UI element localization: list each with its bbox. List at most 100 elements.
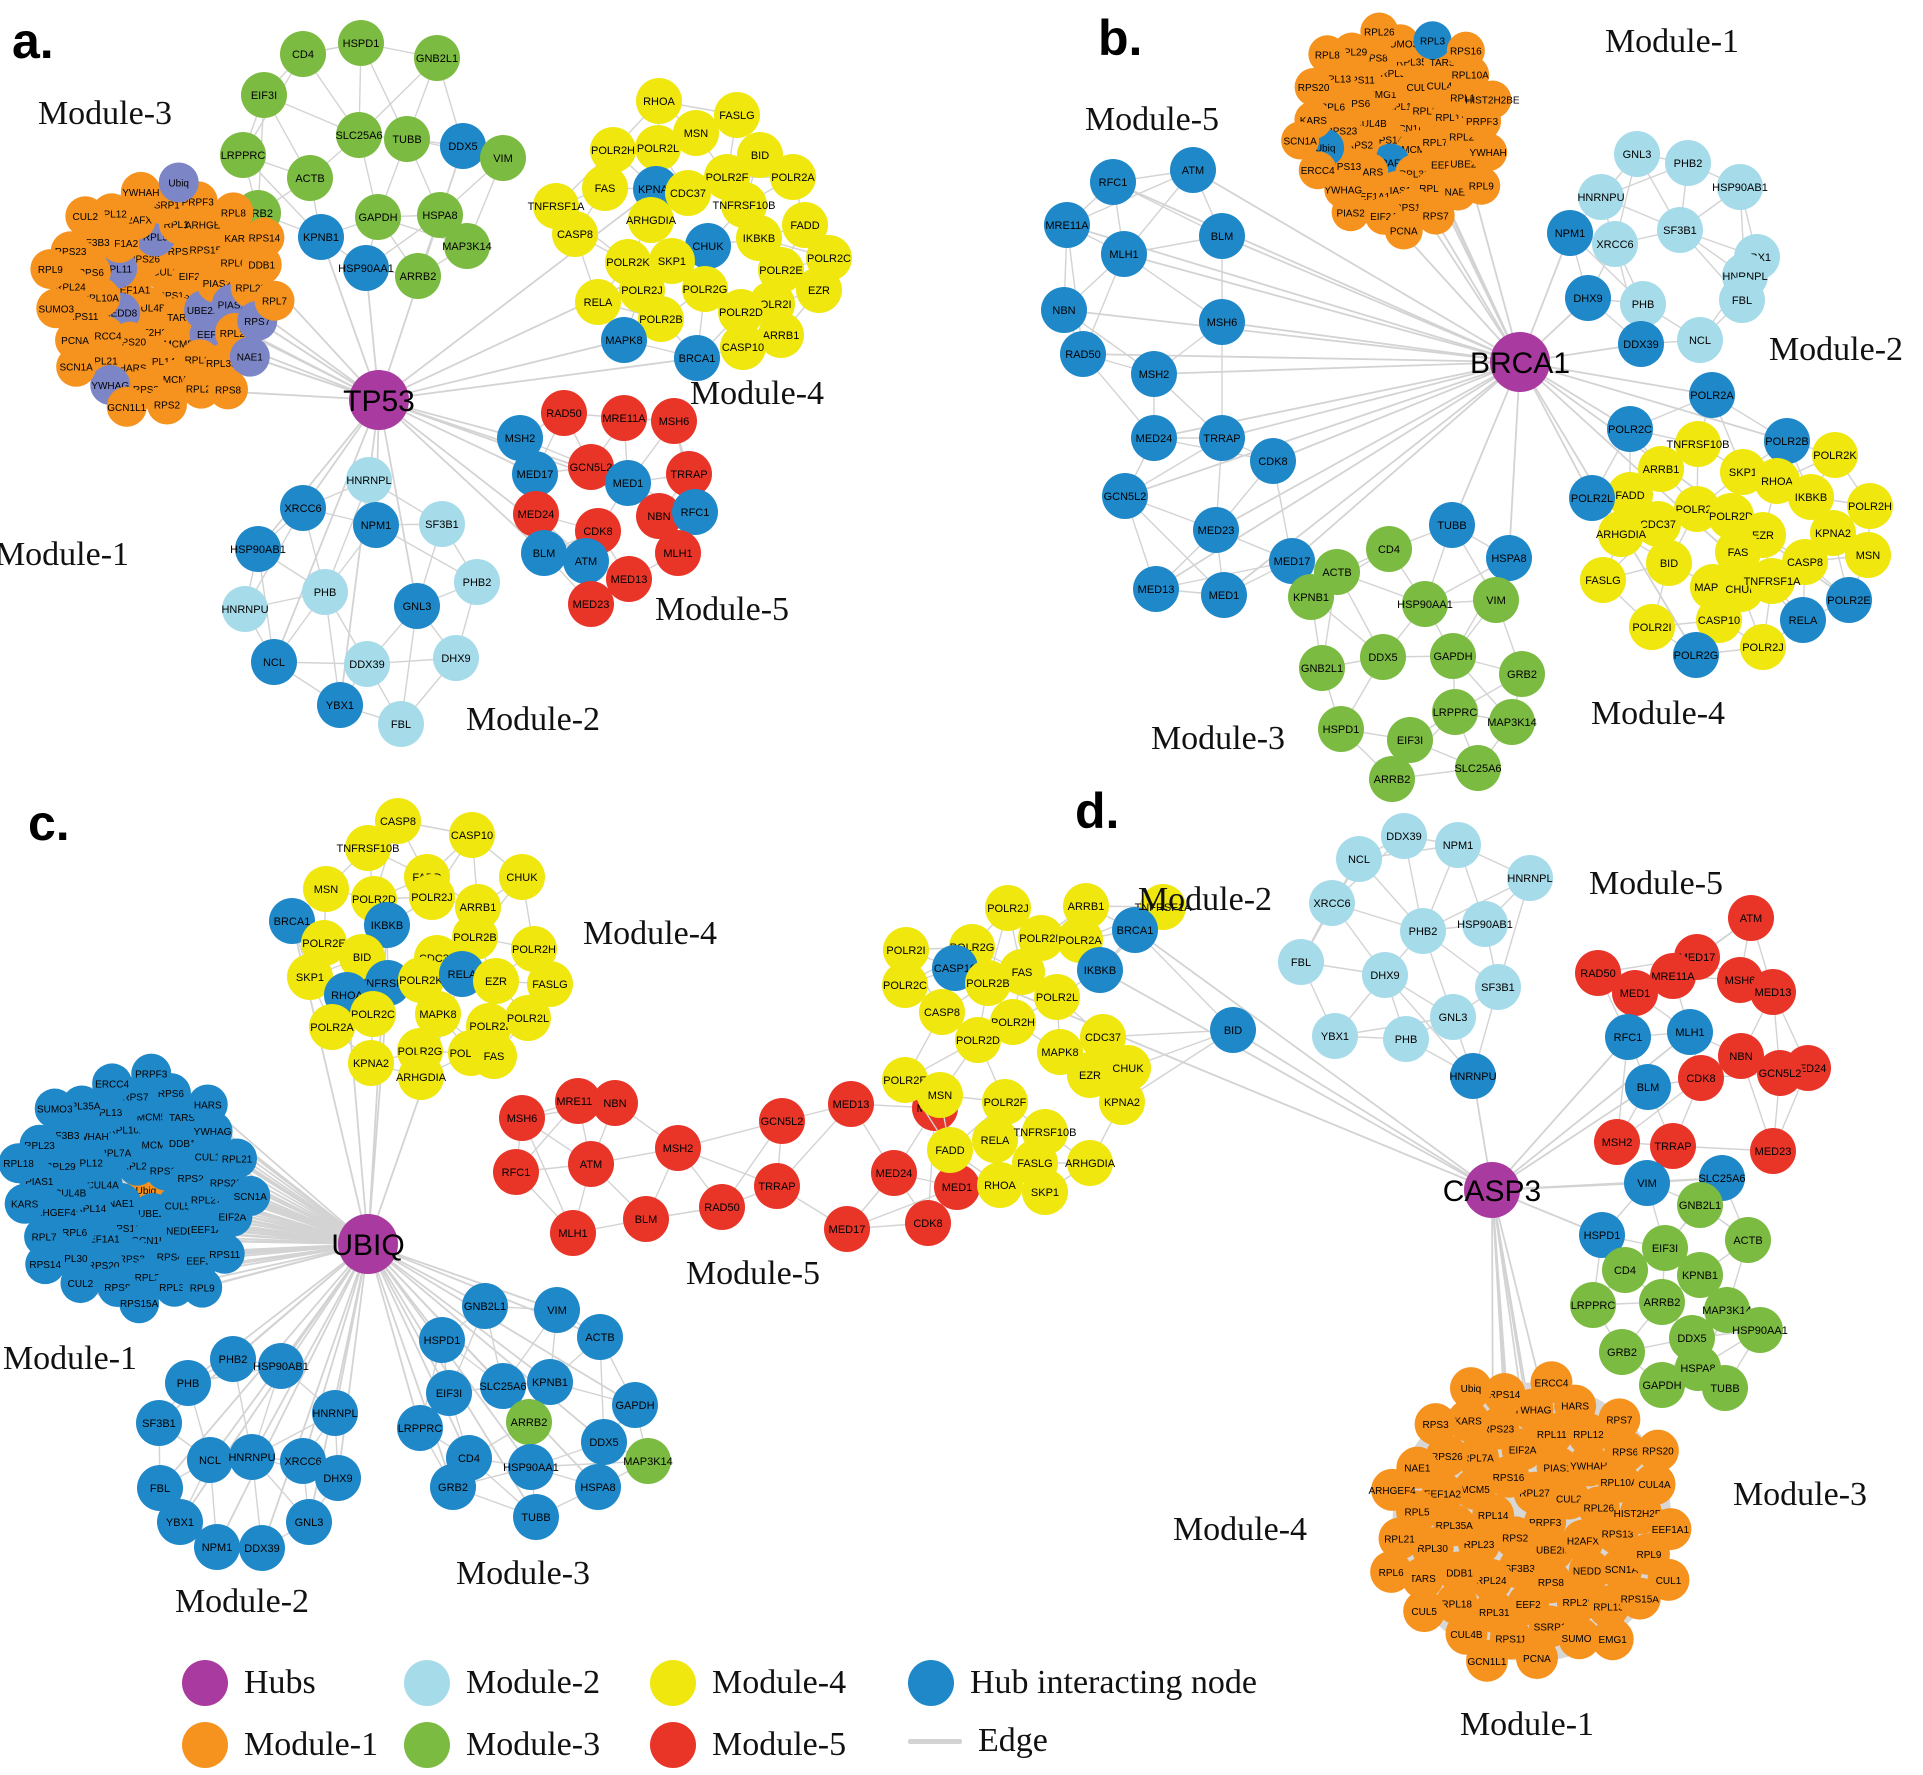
node-label: PCNA xyxy=(1390,227,1418,238)
node-gnl3: GNL3 xyxy=(1430,994,1476,1040)
node-label: HSPD1 xyxy=(343,38,380,50)
node-polr2k: POLR2K xyxy=(1812,432,1858,478)
node-label: ARRB2 xyxy=(1644,1297,1681,1309)
node-mlh1: MLH1 xyxy=(1667,1009,1713,1055)
node-label: MCM5 xyxy=(1401,145,1431,156)
node-polr2k: POLR2K xyxy=(398,957,444,1003)
node-polr2h: POLR2H xyxy=(990,999,1036,1045)
node-ncl: NCL xyxy=(251,639,297,685)
node-label: TARS xyxy=(1430,58,1456,69)
node-rpl7: RPL7 xyxy=(254,280,295,321)
node-label: PHB xyxy=(1395,1034,1418,1046)
node-label: SCN1A xyxy=(234,1192,268,1203)
node-label: EEF2 xyxy=(186,1256,211,1267)
node-label: CD4 xyxy=(292,49,314,61)
node-fas: FAS xyxy=(582,165,628,211)
node-rps20: RPS20 xyxy=(1294,68,1333,107)
node-label: EIF2A xyxy=(1370,212,1398,223)
node-label: MSN xyxy=(314,884,339,896)
node-label: ARRB2 xyxy=(511,1417,548,1429)
node-label: POLR2K xyxy=(399,975,443,987)
node-label: RELA xyxy=(1789,615,1818,627)
node-label: YWHAG xyxy=(194,1127,232,1138)
node-rps15a: RPS15A xyxy=(119,1283,160,1324)
node-trrap: TRRAP xyxy=(666,451,712,497)
node-gcn5l2: GCN5L2 xyxy=(759,1098,805,1144)
node-label: RELA xyxy=(584,297,613,309)
node-rpl21: RPL21 xyxy=(1378,1517,1421,1560)
node-mapk8: MAPK8 xyxy=(601,317,647,363)
node-rela: RELA xyxy=(972,1117,1018,1163)
node-hnrnpu: HNRNPU xyxy=(228,1434,276,1480)
node-casp8: CASP8 xyxy=(919,989,965,1035)
node-kpnb1: KPNB1 xyxy=(1677,1252,1723,1298)
node-polr2h: POLR2H xyxy=(1847,483,1893,529)
hub-label: UBIQ xyxy=(331,1229,404,1262)
node-label: SF3B1 xyxy=(1481,982,1515,994)
node-label: RPS26 xyxy=(128,255,160,266)
node-label: RPL8 xyxy=(221,208,246,219)
node-label: GCN5L2 xyxy=(761,1116,804,1128)
node-label: RPL29 xyxy=(1562,1598,1593,1609)
node-rps11: RPS11 xyxy=(204,1233,245,1274)
node-label: MAP3K14 xyxy=(1702,1305,1752,1317)
node-label: KPNA2 xyxy=(1815,528,1851,540)
node-label: RPL14 xyxy=(1387,102,1418,113)
node-label: NPM1 xyxy=(202,1542,233,1554)
node-label: RPL18 xyxy=(1450,94,1481,105)
node-label: LRPPRC xyxy=(1571,1300,1616,1312)
node-ezr: EZR xyxy=(796,267,842,313)
node-label: RPS8 xyxy=(1538,1578,1565,1589)
node-cul2: CUL2 xyxy=(60,1263,101,1304)
node-hspd1: HSPD1 xyxy=(1579,1212,1625,1258)
node-label: ARHGDIA xyxy=(1065,1158,1116,1170)
node-rps2: RPS2 xyxy=(146,384,187,425)
module-label-b-module-2: Module-2 xyxy=(1769,331,1903,368)
node-label: KPNB1 xyxy=(303,232,339,244)
node-label: RPL30 xyxy=(1399,169,1430,180)
node-label: CUL5 xyxy=(165,1201,191,1212)
node-map3k14: MAP3K14 xyxy=(1702,1287,1752,1333)
node-polr2l: POLR2L xyxy=(1034,974,1080,1020)
node-fbl: FBL xyxy=(137,1465,183,1511)
node-pias1: PIAS1 xyxy=(1536,1446,1579,1489)
node-label: HNRNPL xyxy=(1507,873,1552,885)
node-sumo3: SUMO3 xyxy=(1558,1617,1601,1660)
node-gapdh: GAPDH xyxy=(355,194,401,240)
node-label: MSN xyxy=(684,128,709,140)
node-label: RPL12 xyxy=(96,209,127,220)
node-label: POLR2K xyxy=(1019,933,1063,945)
node-bid: BID xyxy=(737,132,783,178)
node-label: GNL3 xyxy=(1623,149,1652,161)
node-label: TUBB xyxy=(392,134,421,146)
node-npm1: NPM1 xyxy=(353,502,399,548)
node-msn: MSN xyxy=(1845,532,1891,578)
node-label: CD4 xyxy=(1614,1265,1636,1277)
node-hnrnpl: HNRNPL xyxy=(346,457,392,503)
node-med24: MED24 xyxy=(513,491,559,537)
node-label: DHX9 xyxy=(1573,293,1602,305)
node-ikbkb: IKBKB xyxy=(736,215,782,261)
node-label: CDC37 xyxy=(1640,519,1676,531)
node-label: FAS xyxy=(484,1051,505,1063)
node-label: MCM4 xyxy=(163,375,193,386)
node-label: EZR xyxy=(808,285,830,297)
node-label: CHUK xyxy=(1725,584,1757,596)
panel-c: CASP8CASP10TNFRSF10BFADDCHUKMSNPOLR2DPOL… xyxy=(0,795,980,1620)
node-label: ACTB xyxy=(295,173,324,185)
node-label: KARS xyxy=(11,1200,39,1211)
node-label: RPS20 xyxy=(114,338,146,349)
node-label: GCN1L1 xyxy=(1468,1657,1507,1668)
node-label: PHB2 xyxy=(219,1354,248,1366)
module-label-c-module-3: Module-3 xyxy=(456,1555,590,1592)
node-mlh1: MLH1 xyxy=(655,530,701,576)
node-rpl6: RPL6 xyxy=(1370,1550,1413,1593)
node-label: VIM xyxy=(1486,595,1506,607)
node-polr2a: POLR2A xyxy=(1689,372,1735,418)
node-label: MRE11A xyxy=(556,1096,600,1108)
node-gnl3: GNL3 xyxy=(286,1499,332,1545)
node-label: POLR2L xyxy=(507,1013,549,1025)
node-rela: RELA xyxy=(575,279,621,325)
node-med23: MED23 xyxy=(568,581,614,627)
